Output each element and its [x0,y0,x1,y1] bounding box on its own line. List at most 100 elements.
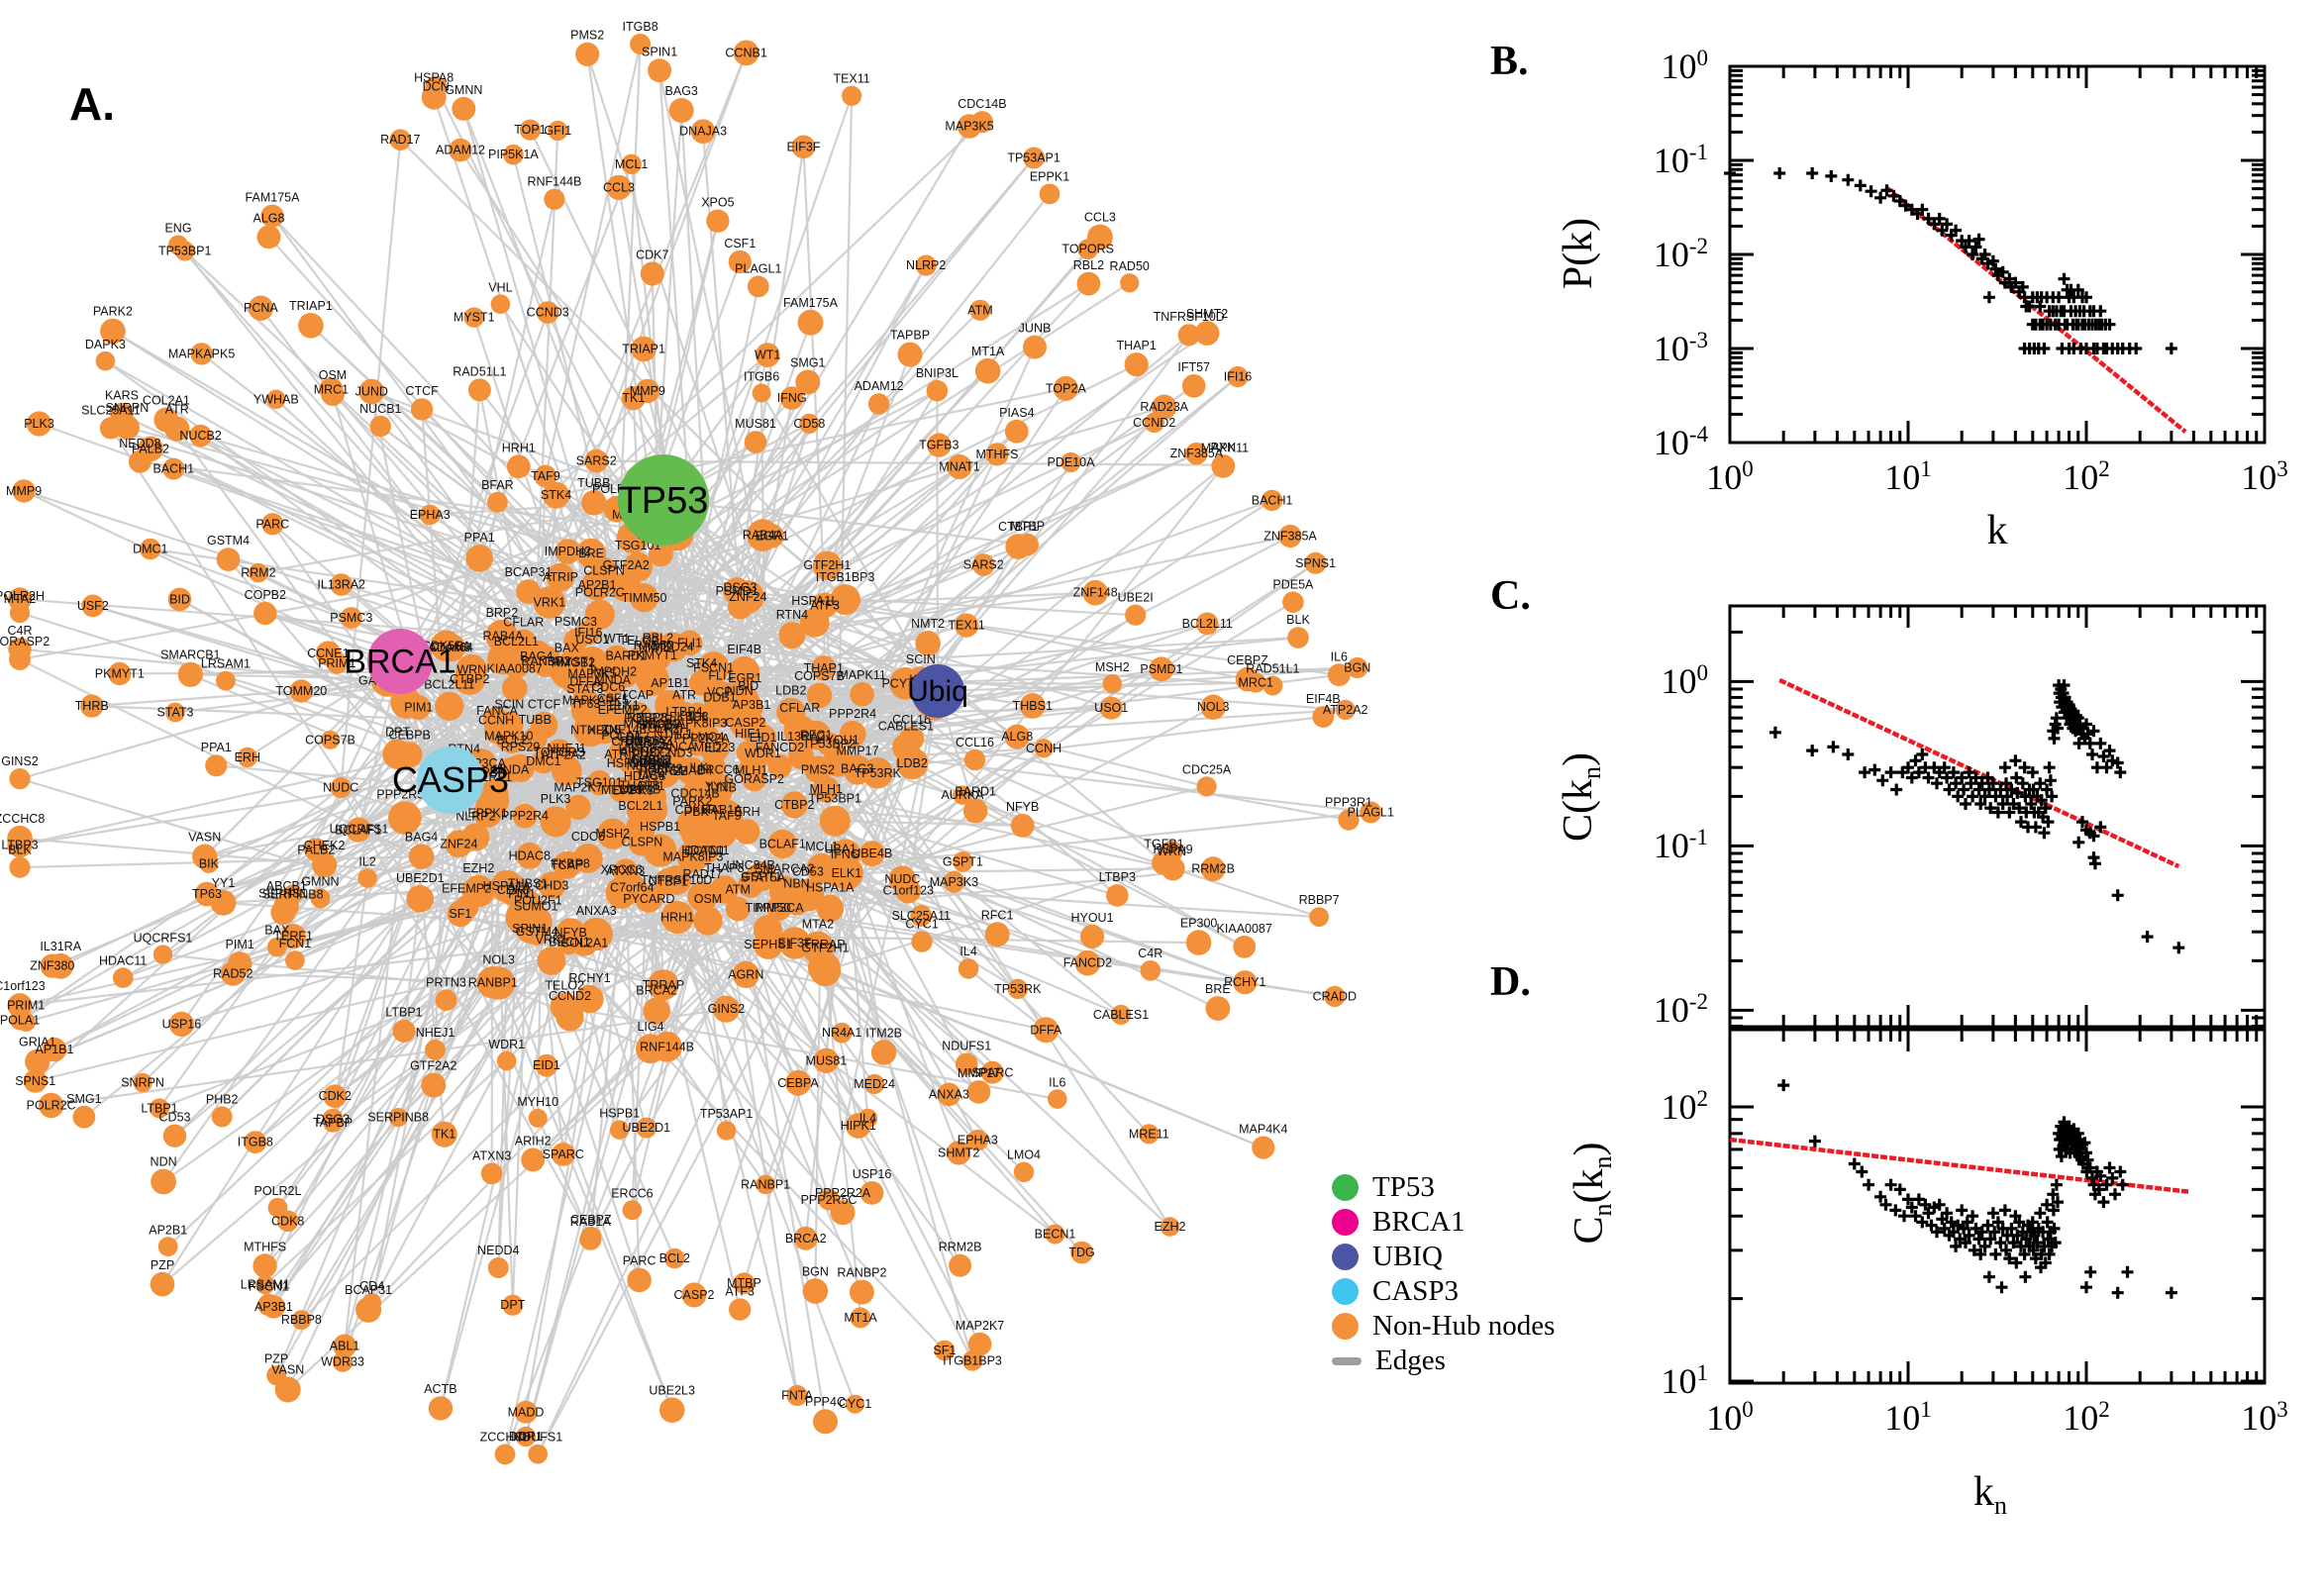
svg-text:TCAP: TCAP [621,688,654,702]
svg-text:ZNF148: ZNF148 [601,723,646,737]
svg-text:POLR2B: POLR2B [640,764,688,778]
panel-b-plot [1724,64,2267,445]
svg-text:STK4: STK4 [686,656,717,670]
svg-text:POLA1: POLA1 [601,729,641,743]
svg-text:SHMT2: SHMT2 [938,1146,979,1159]
svg-text:CLSPN: CLSPN [583,564,625,578]
svg-text:TRIAP1: TRIAP1 [289,299,333,313]
svg-text:RAB4A: RAB4A [483,629,525,643]
svg-text:BAG3: BAG3 [841,762,873,776]
svg-text:SCIN: SCIN [494,697,524,711]
ytick-c-10e-1: 10-1 [1653,825,1708,865]
svg-text:ANXA3: ANXA3 [929,1087,969,1101]
svg-text:STAT3: STAT3 [566,682,603,696]
svg-text:CASP2: CASP2 [725,716,765,730]
svg-text:SF1: SF1 [933,1344,956,1357]
svg-text:LIG4: LIG4 [638,768,664,782]
svg-text:ATXN3: ATXN3 [606,864,645,878]
svg-text:NBN: NBN [783,877,809,891]
legend-label-nonhub: Non-Hub nodes [1372,1310,1556,1342]
svg-text:TAF9: TAF9 [712,809,742,823]
svg-text:CCL3: CCL3 [1084,211,1116,225]
svg-text:BAG4: BAG4 [520,649,553,663]
svg-text:THAP1: THAP1 [804,661,844,675]
svg-text:BECN1: BECN1 [549,936,590,949]
legend-label-ubiq: UBIQ [1372,1241,1443,1272]
svg-text:HRH1: HRH1 [502,441,536,454]
svg-text:IL2: IL2 [705,742,722,755]
svg-text:ADAM12: ADAM12 [436,144,485,157]
nonhub-node-icon [1332,1313,1359,1340]
svg-text:MAPK8IP3: MAPK8IP3 [662,849,723,863]
legend-label-edges: Edges [1375,1345,1446,1376]
svg-text:PSMC3: PSMC3 [555,615,597,629]
svg-text:IL13RA2: IL13RA2 [777,730,826,744]
legend: TP53 BRCA1 UBIQ CASP3 Non-Hub nodes Edge… [1332,1170,1555,1378]
svg-text:RCHY1: RCHY1 [568,971,610,985]
svg-text:FSCN1: FSCN1 [693,660,734,674]
svg-text:BCL2L1: BCL2L1 [494,635,539,648]
svg-text:PIM1: PIM1 [404,701,433,715]
svg-text:KIAA0087: KIAA0087 [487,661,543,675]
x-axis-title-d: kn [1973,1468,2007,1521]
svg-text:AP2B1: AP2B1 [578,578,617,592]
svg-text:SPIN1: SPIN1 [512,922,548,936]
svg-text:ATM: ATM [725,883,750,897]
legend-label-tp53: TP53 [1372,1171,1435,1203]
y-axis-title-b: P(k) [1556,217,1601,290]
fit-line-b [1884,185,2187,434]
svg-text:MSH2: MSH2 [595,827,630,841]
svg-text:LTBP1: LTBP1 [141,1101,177,1115]
y-axis-title-c: C(kn) [1555,752,1607,842]
svg-text:NHEJ1: NHEJ1 [547,742,586,755]
svg-text:PPP2R4: PPP2R4 [829,707,876,721]
svg-text:GSTM4: GSTM4 [207,534,250,548]
svg-text:RAD23A: RAD23A [626,737,674,750]
svg-text:ATP2A2: ATP2A2 [541,748,586,761]
svg-text:HIPK1: HIPK1 [619,743,655,756]
svg-text:GSPT1: GSPT1 [741,869,781,883]
svg-text:CRADD: CRADD [611,735,655,748]
svg-text:MUS81: MUS81 [806,1053,848,1067]
svg-text:RAD51L1: RAD51L1 [1246,662,1299,676]
hub-label-casp3: CASP3 [392,759,509,800]
brca1-node-icon [1332,1209,1359,1236]
svg-text:GINS2: GINS2 [708,1002,746,1016]
svg-text:ZNF24: ZNF24 [729,590,766,604]
ytick-b-10e-4: 10-4 [1653,422,1708,462]
svg-text:DSG3: DSG3 [723,580,757,594]
ytick-b-10e0: 100 [1661,46,1709,86]
svg-text:SLC25A11: SLC25A11 [81,403,141,417]
svg-text:PBK: PBK [684,805,710,819]
svg-text:CCND3: CCND3 [650,747,692,760]
non-hub-nodes-layer [7,34,1382,1465]
ubiq-node-icon [1332,1244,1359,1270]
svg-text:ERCC6: ERCC6 [697,763,739,777]
svg-text:SNRPN: SNRPN [106,401,150,415]
svg-text:EZH2: EZH2 [462,861,494,875]
svg-text:NDN: NDN [727,684,754,698]
svg-text:NMT2: NMT2 [639,642,672,655]
panel-d-plot [1728,1028,2267,1385]
svg-text:BAX: BAX [555,641,580,654]
svg-text:C7orf64: C7orf64 [610,880,655,894]
svg-text:MTHFS: MTHFS [975,448,1018,461]
svg-text:BGN: BGN [1344,661,1370,675]
svg-text:RNF144B: RNF144B [640,1040,694,1053]
tp53-node-icon [1332,1174,1359,1201]
svg-text:GTF2H1: GTF2H1 [803,558,851,572]
svg-text:BRE: BRE [578,547,604,560]
y-axis-title-d: Cn(kn) [1566,1142,1618,1245]
svg-text:BCL2: BCL2 [497,734,528,748]
svg-text:VRK1: VRK1 [536,933,568,947]
svg-text:IMPDH2: IMPDH2 [545,545,591,558]
svg-text:TUBB: TUBB [519,713,552,727]
svg-text:USO1: USO1 [575,633,609,647]
svg-text:PZP: PZP [264,1351,288,1365]
svg-text:GFI1: GFI1 [638,779,665,793]
svg-text:CSF1: CSF1 [724,237,756,250]
svg-text:MNDA: MNDA [492,763,529,777]
svg-text:BCLAF1: BCLAF1 [759,838,806,851]
